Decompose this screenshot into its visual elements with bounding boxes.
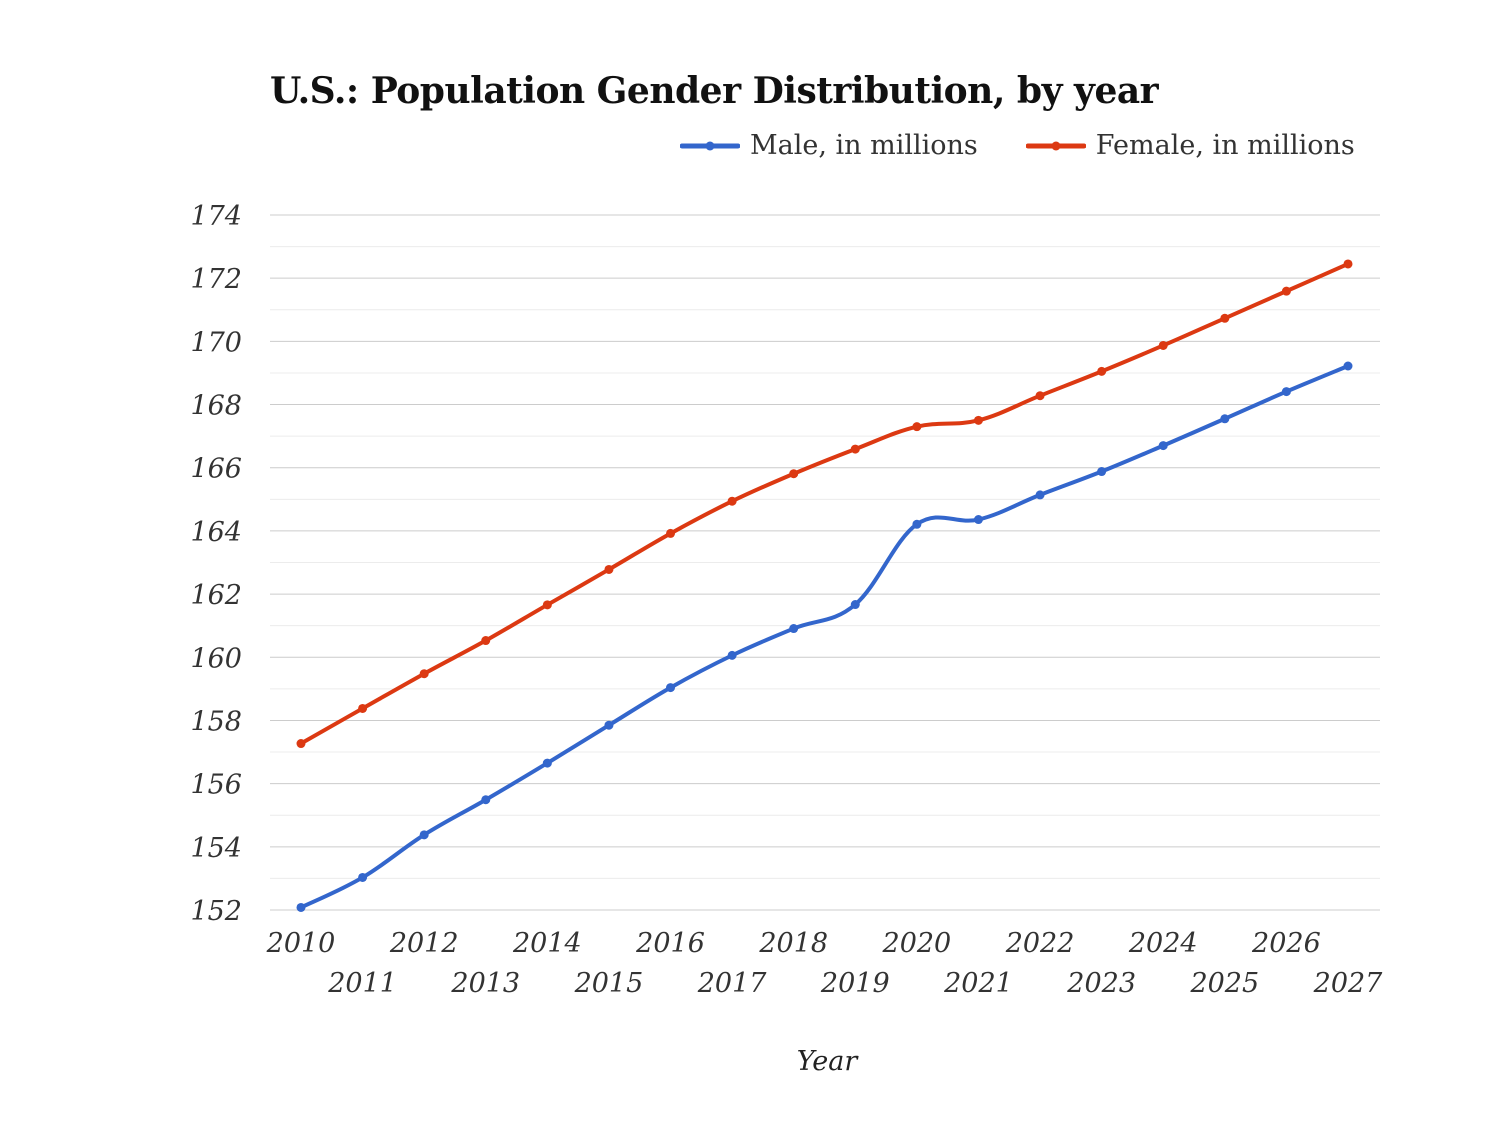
data-point-male: [542, 758, 552, 768]
x-tick-label: 2021: [943, 968, 1013, 999]
data-point-male: [1035, 490, 1045, 500]
x-tick-label: 2018: [758, 928, 828, 959]
data-point-female: [1220, 313, 1230, 323]
data-point-female: [789, 469, 799, 479]
data-point-male: [1343, 361, 1353, 371]
data-point-male: [666, 683, 676, 693]
y-tick-label: 170: [190, 327, 242, 358]
legend: Male, in millions Female, in millions: [680, 130, 1355, 161]
x-axis-ticks: 2010 2011 2012 2013 2014 2015 2016 2017 2018 2019…: [266, 928, 1384, 999]
data-point-female: [727, 496, 737, 506]
data-point-male: [850, 600, 860, 610]
data-point-male: [912, 519, 922, 529]
y-tick-label: 172: [190, 264, 242, 295]
x-tick-label: 2024: [1128, 928, 1198, 959]
y-axis-ticks: 152 154 156 158 160 162 164 166 168 170 172 174: [190, 201, 242, 927]
x-tick-label: 2014: [512, 928, 582, 959]
legend-item-male[interactable]: Male, in millions: [680, 130, 978, 161]
legend-label-female: Female, in millions: [1095, 130, 1355, 161]
series-markers: [296, 259, 1353, 912]
series-line-male: [299, 364, 1350, 910]
data-point-female: [1035, 391, 1045, 401]
data-point-female: [1097, 366, 1107, 376]
y-tick-label: 166: [190, 454, 242, 485]
x-tick-label: 2027: [1313, 968, 1384, 999]
x-axis-title: Year: [797, 1046, 860, 1077]
data-point-female: [973, 415, 983, 425]
data-point-female: [296, 739, 306, 749]
y-tick-label: 168: [190, 391, 242, 422]
y-tick-label: 154: [190, 833, 242, 864]
x-tick-label: 2016: [635, 928, 705, 959]
data-point-female: [481, 636, 491, 646]
data-point-male: [1097, 467, 1107, 477]
x-tick-label: 2025: [1189, 968, 1259, 999]
x-tick-label: 2017: [697, 968, 768, 999]
data-point-female: [358, 703, 368, 713]
x-tick-label: 2026: [1251, 928, 1321, 959]
data-point-female: [1343, 259, 1353, 269]
y-tick-label: 156: [190, 770, 242, 801]
y-tick-label: 160: [190, 643, 242, 674]
data-point-male: [727, 650, 737, 660]
data-point-male: [973, 515, 983, 525]
data-point-female: [419, 669, 429, 679]
x-tick-label: 2022: [1005, 928, 1075, 959]
data-point-female: [1281, 286, 1291, 296]
data-point-male: [789, 624, 799, 634]
series-line-female: [299, 261, 1350, 746]
data-point-male: [481, 795, 491, 805]
data-point-male: [1281, 387, 1291, 397]
x-tick-label: 2015: [574, 968, 644, 999]
legend-swatch-female: [1025, 141, 1086, 150]
data-point-female: [542, 600, 552, 610]
gridlines: [270, 214, 1380, 911]
legend-marker-male: [705, 141, 715, 150]
y-tick-label: 174: [190, 201, 242, 232]
data-point-female: [850, 444, 860, 454]
chart-title: U.S.: Population Gender Distribution, by…: [270, 70, 1159, 112]
x-tick-label: 2019: [820, 968, 890, 999]
data-point-female: [666, 528, 676, 538]
y-tick-label: 152: [190, 896, 242, 927]
legend-item-female[interactable]: Female, in millions: [1025, 130, 1355, 161]
data-point-male: [358, 872, 368, 882]
data-point-male: [419, 830, 429, 840]
x-tick-label: 2020: [882, 928, 952, 959]
x-tick-label: 2011: [327, 968, 397, 999]
x-tick-label: 2012: [389, 928, 459, 959]
data-point-female: [604, 564, 614, 574]
data-point-male: [296, 902, 306, 912]
legend-label-male: Male, in millions: [750, 130, 978, 161]
data-point-male: [1158, 441, 1168, 451]
data-point-female: [912, 422, 922, 432]
y-tick-label: 158: [190, 706, 242, 737]
data-point-female: [1158, 340, 1168, 350]
series-lines: [299, 261, 1350, 910]
y-tick-label: 162: [190, 580, 242, 611]
legend-marker-female: [1051, 141, 1061, 150]
x-tick-label: 2013: [450, 968, 520, 999]
data-point-male: [604, 720, 614, 730]
x-tick-label: 2010: [266, 928, 336, 959]
data-point-male: [1220, 414, 1230, 424]
legend-swatch-male: [680, 141, 740, 150]
x-tick-label: 2023: [1066, 968, 1136, 999]
y-tick-label: 164: [190, 517, 242, 548]
